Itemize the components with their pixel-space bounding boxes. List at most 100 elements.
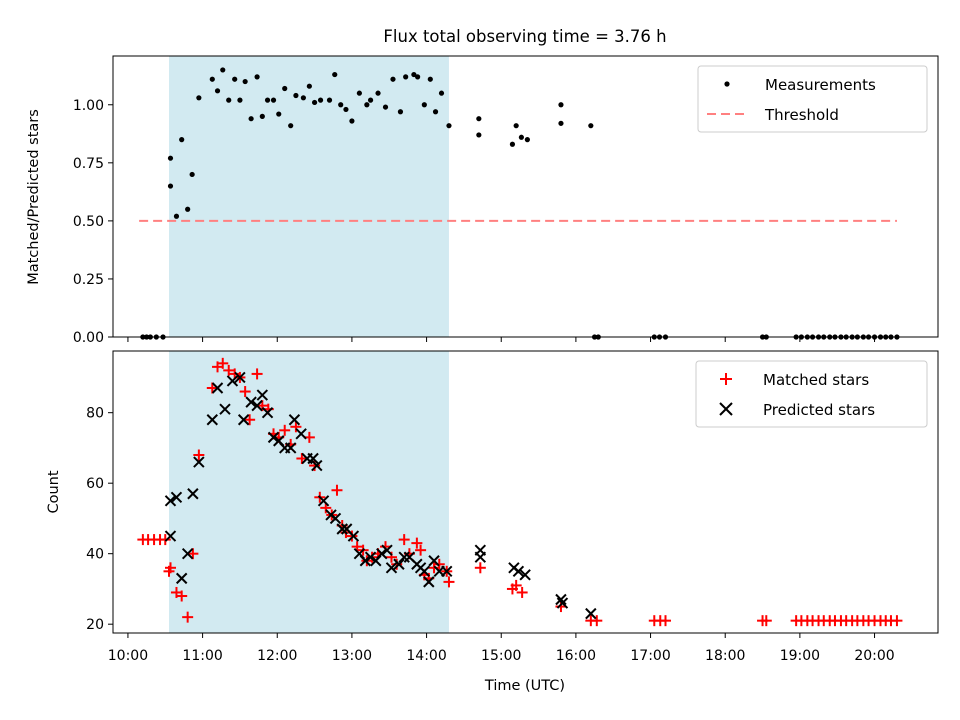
top-panel: Flux total observing time = 3.76 h 0.000…	[26, 27, 939, 346]
x-tick-label: 17:00	[630, 648, 670, 664]
measurement-point	[343, 106, 349, 113]
predicted-star-point	[211, 382, 224, 394]
matched-star-point	[443, 576, 455, 588]
measurement-point	[306, 83, 312, 89]
predicted-star-point	[512, 565, 525, 578]
bottom-legend: Matched stars Predicted stars	[695, 360, 928, 428]
bottom-y-tick-label: 80	[86, 406, 104, 422]
measurement-point	[438, 90, 445, 96]
x-tick-label: 11:00	[182, 648, 222, 664]
top-legend: Measurements Threshold	[697, 65, 928, 133]
predicted-star-point	[347, 530, 360, 542]
measurement-point	[375, 90, 381, 96]
x-tick-label: 18:00	[705, 648, 745, 664]
top-y-tick-label: 0.50	[73, 214, 104, 230]
measurement-point	[588, 123, 594, 129]
matched-star-point	[244, 414, 256, 426]
top-y-axis-ticks: 0.00 0.25 0.50 0.75 1.00	[73, 98, 113, 346]
predicted-star-point	[428, 555, 440, 567]
measurement-point	[173, 213, 180, 219]
predicted-star-point	[385, 562, 398, 574]
matched-star-point	[415, 544, 427, 556]
measurement-point	[242, 78, 248, 85]
legend-predicted-marker	[719, 402, 733, 416]
predicted-star-point	[164, 530, 177, 542]
predicted-star-point	[175, 572, 188, 585]
measurement-point	[220, 67, 226, 73]
matched-star-point	[296, 453, 308, 465]
bottom-legend-box	[695, 360, 928, 428]
matched-star-point	[206, 382, 218, 394]
matched-star-point	[223, 364, 235, 376]
chart-title: Flux total observing time = 3.76 h	[383, 27, 666, 46]
x-tick-label: 13:00	[332, 648, 372, 664]
measurement-point	[214, 88, 221, 94]
matched-star-point	[411, 537, 423, 549]
measurement-point	[427, 76, 433, 82]
matched-star-point	[187, 548, 199, 560]
measurement-point	[270, 97, 277, 103]
bottom-y-tick-label: 40	[86, 547, 104, 563]
predicted-star-point	[295, 428, 307, 440]
measurement-point	[237, 97, 243, 103]
legend-measurements-label: Measurements	[765, 76, 876, 94]
measurement-point	[232, 76, 238, 82]
matched-star-point	[591, 615, 603, 627]
matched-star-point	[279, 424, 291, 436]
predicted-star-point	[474, 544, 487, 556]
predicted-star-point	[311, 459, 323, 472]
predicted-star-point	[555, 593, 567, 606]
matched-star-point	[659, 615, 671, 627]
legend-predicted-label: Predicted stars	[763, 401, 875, 419]
measurement-point	[167, 183, 174, 189]
observing-interval-shade	[168, 56, 449, 337]
matched-star-point	[760, 615, 772, 627]
predicted-star-point	[288, 414, 301, 426]
predicted-star-point	[556, 597, 569, 609]
predicted-star-point	[519, 569, 531, 581]
measurement-point	[518, 134, 524, 140]
matched-star-point	[398, 534, 410, 546]
measurement-point	[196, 95, 202, 101]
legend-measurements-marker	[724, 81, 730, 87]
measurement-point	[332, 71, 338, 78]
matched-star-point	[433, 558, 445, 570]
measurement-point	[446, 123, 452, 129]
measurement-point	[509, 141, 516, 147]
measurement-point	[264, 97, 271, 103]
measurement-point	[226, 97, 232, 103]
predicted-star-point	[359, 555, 372, 567]
predicted-star-point	[317, 495, 330, 507]
measurement-point	[382, 104, 389, 110]
predicted-star-point	[307, 452, 319, 465]
matched-star-point	[159, 534, 171, 546]
predicted-star-point	[441, 565, 453, 578]
measurement-point	[189, 171, 195, 178]
measurement-point	[476, 116, 482, 122]
x-tick-label: 14:00	[406, 648, 446, 664]
x-axis-label: Time (UTC)	[484, 678, 565, 694]
measurement-point	[317, 97, 324, 103]
predicted-star-point	[245, 396, 257, 408]
measurement-point	[558, 120, 564, 126]
measurement-point	[276, 111, 282, 117]
measurement-point	[338, 102, 344, 108]
predicted-star-point	[423, 576, 435, 588]
predicted-star-point	[336, 523, 348, 535]
measurement-point	[209, 76, 215, 82]
bottom-y-tick-label: 20	[86, 617, 104, 633]
x-tick-label: 20:00	[854, 648, 894, 664]
matched-star-point	[346, 530, 358, 542]
matched-star-point	[290, 421, 302, 433]
measurement-point	[513, 123, 519, 129]
measurement-point	[415, 74, 421, 80]
matched-star-point	[256, 400, 268, 412]
measurement-point	[397, 109, 404, 115]
measurement-point	[524, 137, 530, 143]
predicted-star-point	[376, 547, 388, 560]
measurement-point	[311, 99, 318, 106]
matched-star-point	[309, 460, 321, 472]
measurement-point	[476, 132, 482, 138]
legend-matched-marker	[720, 373, 732, 385]
